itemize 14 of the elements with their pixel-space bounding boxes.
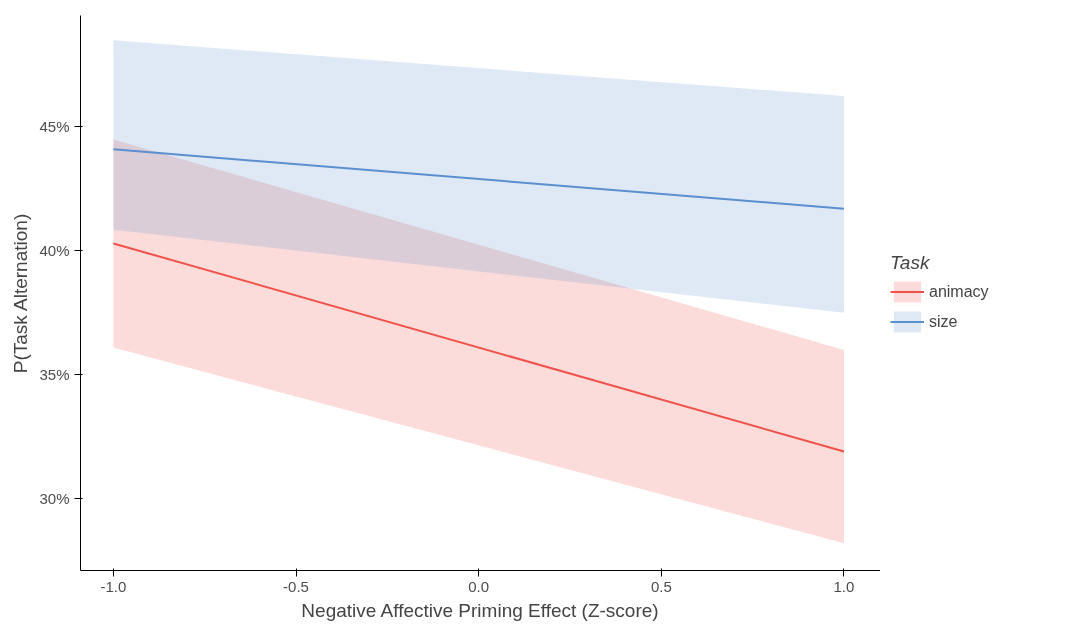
y-axis-title: P(Task Alternation) xyxy=(10,213,32,374)
legend-label: animacy xyxy=(929,282,989,300)
x-tick-label: 1.0 xyxy=(833,577,855,595)
legend-title: Task xyxy=(890,251,931,273)
legend-label: size xyxy=(929,312,958,330)
y-tick-label: 35% xyxy=(39,366,70,384)
y-tick-label: 40% xyxy=(39,242,70,260)
x-tick-label: 0.5 xyxy=(650,577,672,595)
x-tick-label: -1.0 xyxy=(100,577,127,595)
x-tick-label: -0.5 xyxy=(283,577,309,595)
y-tick-label: 45% xyxy=(39,118,70,136)
y-tick-label: 30% xyxy=(39,490,70,508)
x-tick-label: 0.0 xyxy=(468,577,490,595)
x-axis-title: Negative Affective Priming Effect (Z-score) xyxy=(301,599,659,621)
